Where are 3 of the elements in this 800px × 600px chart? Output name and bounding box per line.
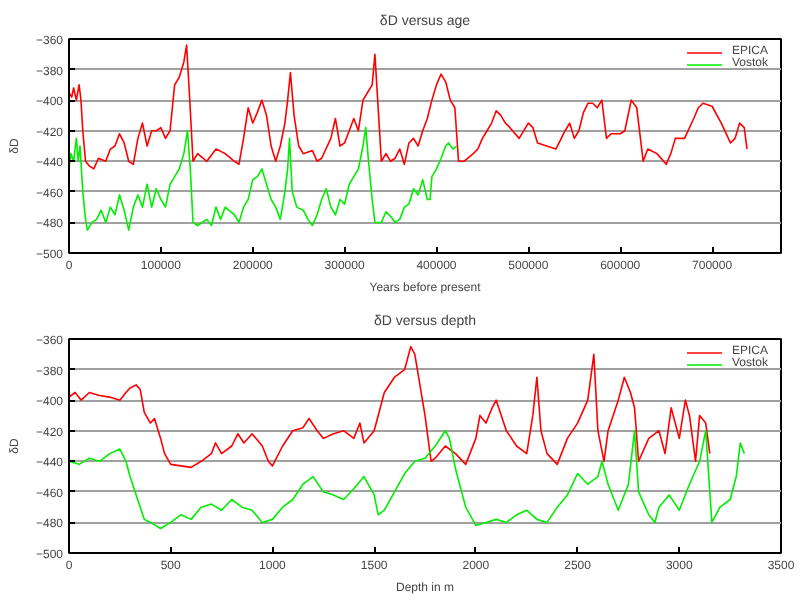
line-series	[69, 345, 711, 469]
line-series	[69, 126, 458, 231]
line-series	[69, 429, 746, 530]
